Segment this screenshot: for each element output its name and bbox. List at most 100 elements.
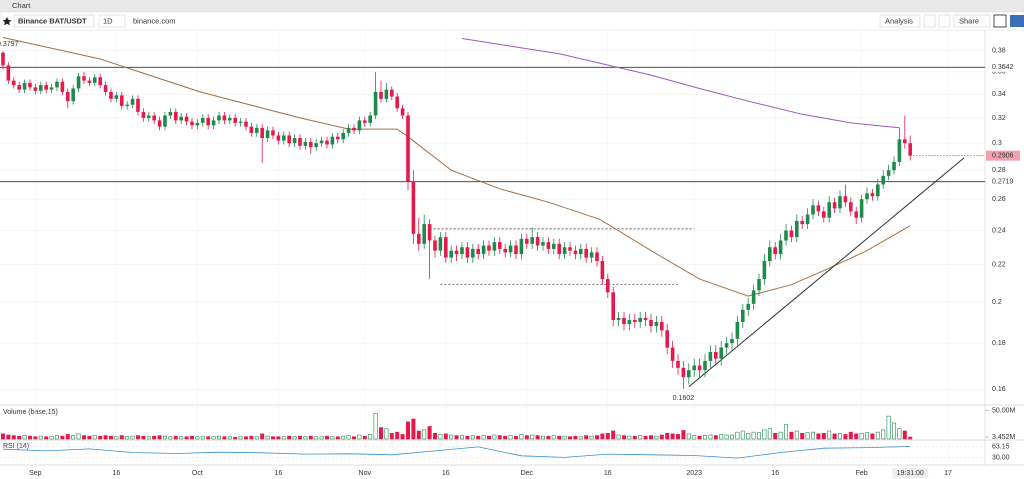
candle-body — [908, 143, 913, 156]
candle-body — [319, 140, 324, 144]
candle-body — [897, 139, 902, 162]
candle-body — [881, 175, 886, 185]
candle-body — [595, 252, 599, 262]
source[interactable]: binance.com — [133, 16, 176, 25]
trendline — [688, 157, 965, 388]
candle-body — [514, 245, 518, 255]
volume-bar — [233, 436, 238, 440]
volume-bar — [0, 433, 5, 440]
volume-bar — [784, 424, 789, 440]
candle-body — [670, 347, 675, 361]
candle-body — [238, 121, 243, 123]
candle-body — [589, 252, 594, 258]
analysis-button[interactable] — [879, 14, 921, 28]
candle-body — [11, 80, 16, 86]
volume-bar — [751, 431, 756, 440]
level-label: 0.2719 — [992, 179, 1014, 186]
volume-bar — [276, 436, 281, 440]
candle-body — [724, 343, 729, 348]
candle-body — [557, 243, 561, 255]
candle-body — [163, 115, 167, 127]
candle-body — [6, 65, 11, 81]
symbol-box[interactable] — [13, 14, 95, 28]
candle-body — [411, 181, 416, 234]
volume-bar — [692, 435, 697, 440]
y-tick-label: 0.36 — [992, 69, 1006, 76]
candle-body — [562, 247, 567, 255]
candle-body — [281, 135, 286, 141]
interval-box[interactable] — [98, 14, 126, 28]
candle-body — [130, 98, 135, 105]
volume-bar — [508, 435, 513, 440]
candle-body — [449, 250, 453, 258]
high-label: 0.3797 — [0, 41, 19, 48]
volume-bar — [330, 436, 335, 440]
volume-bar — [378, 427, 383, 440]
volume-bar — [303, 436, 308, 440]
candle-body — [38, 85, 43, 91]
candle-body — [125, 104, 129, 106]
level-tag — [986, 177, 1022, 187]
candle-body — [206, 117, 210, 126]
candle-body — [379, 91, 383, 99]
y-tick-label: 0.22 — [992, 261, 1006, 268]
volume-bar — [865, 432, 870, 440]
y-tick-label: 0.28 — [992, 167, 1006, 174]
volume-bar — [870, 433, 875, 440]
volume-bar — [616, 434, 621, 440]
volume-bar — [838, 432, 843, 440]
favorite-icon[interactable] — [2, 17, 12, 26]
candle-body — [271, 130, 275, 136]
volume-bar — [265, 435, 270, 440]
window-title: Chart — [12, 1, 31, 10]
volume-bar — [713, 435, 718, 440]
candle-body — [503, 248, 507, 253]
volume-bar — [551, 435, 556, 440]
candle-body — [773, 247, 778, 255]
volume-bar — [740, 430, 745, 440]
volume-bar — [832, 433, 837, 440]
symbol[interactable]: Binance BAT/USDT — [18, 16, 87, 25]
candle-body — [741, 309, 745, 323]
layout-button[interactable] — [923, 14, 936, 28]
share-label[interactable]: Share — [959, 16, 979, 25]
volume-bar — [476, 435, 481, 440]
candle-body — [713, 351, 718, 359]
x-tick-label: 17 — [944, 470, 952, 477]
volume-bar — [524, 435, 529, 440]
volume-bar — [6, 434, 11, 440]
candle-body — [643, 317, 648, 320]
candle-body — [244, 121, 248, 127]
volume-bar — [767, 428, 772, 440]
candle-body — [843, 196, 848, 203]
x-tick-label: 16 — [604, 470, 612, 477]
volume-bar — [125, 436, 130, 440]
candle-body — [368, 115, 372, 123]
volume-bar — [33, 436, 38, 440]
volume-bar — [184, 436, 189, 440]
analysis-label[interactable]: Analysis — [885, 16, 913, 25]
volume-bar — [584, 435, 589, 440]
volume-bar — [562, 435, 567, 440]
volume-tick-label: 3.452M — [992, 434, 1016, 441]
last-price-label: 0.2906 — [992, 153, 1014, 160]
volume-bar — [60, 435, 65, 440]
volume-bar — [324, 435, 329, 440]
candle-body — [109, 91, 113, 99]
fullscreen-button[interactable] — [993, 14, 1007, 28]
share-button[interactable] — [953, 14, 991, 28]
candle-body — [768, 247, 772, 262]
candle-body — [816, 205, 821, 212]
candle-body — [292, 138, 297, 144]
interval[interactable]: 1D — [103, 16, 113, 25]
menu-button[interactable] — [1010, 15, 1024, 27]
volume-bar — [17, 435, 22, 440]
draw-button[interactable] — [938, 14, 951, 28]
candle-body — [433, 240, 437, 251]
volume-bar — [578, 436, 583, 440]
volume-bar — [206, 436, 211, 440]
title-bar — [0, 0, 1024, 12]
candle-body — [622, 317, 626, 325]
volume-bar — [443, 433, 448, 440]
